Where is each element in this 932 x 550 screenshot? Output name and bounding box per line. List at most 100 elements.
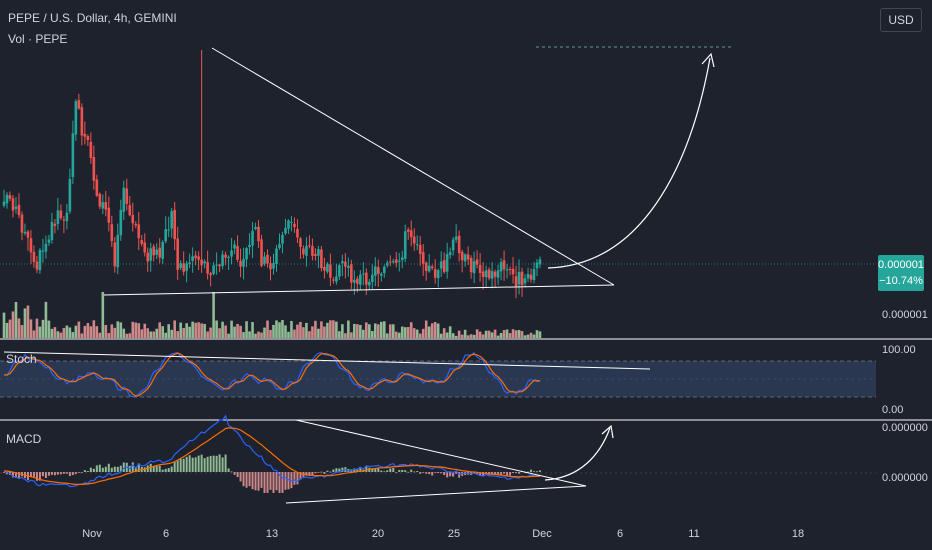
macd-histogram-bar bbox=[80, 472, 83, 473]
volume-bar bbox=[155, 328, 159, 338]
currency-button[interactable]: USD bbox=[880, 8, 922, 32]
volume-bar bbox=[137, 323, 141, 338]
volume-bar bbox=[359, 324, 362, 338]
x-axis-tick: 13 bbox=[266, 528, 278, 540]
volume-bar bbox=[89, 326, 93, 338]
volume-bar bbox=[412, 328, 416, 338]
candle-body bbox=[379, 273, 383, 276]
candle-body bbox=[311, 246, 314, 256]
macd-histogram-bar bbox=[323, 472, 326, 474]
macd-histogram-bar bbox=[11, 472, 14, 478]
candle-body bbox=[499, 262, 503, 272]
candle-body bbox=[391, 261, 395, 263]
macd-histogram-bar bbox=[299, 472, 302, 480]
volume-bar bbox=[475, 329, 479, 338]
volume-bar bbox=[113, 327, 117, 338]
macd-histogram-bar bbox=[218, 454, 221, 472]
volume-bar bbox=[116, 321, 120, 338]
candle-body bbox=[248, 244, 251, 248]
symbol-title: PEPE / U.S. Dollar, 4h, GEMINI bbox=[8, 11, 177, 25]
volume-bar bbox=[451, 333, 455, 338]
volume-bar bbox=[538, 331, 542, 338]
volume-bar bbox=[215, 320, 218, 338]
candle-body bbox=[412, 236, 416, 244]
candle-body bbox=[377, 267, 380, 274]
volume-bar bbox=[299, 321, 302, 338]
volume-bar bbox=[436, 323, 440, 338]
macd-histogram-bar bbox=[170, 466, 173, 472]
macd-histogram-bar bbox=[293, 472, 296, 485]
volume-bar bbox=[320, 321, 323, 338]
volume-bar bbox=[56, 331, 60, 338]
volume-bar bbox=[433, 322, 437, 338]
macd-histogram-bar bbox=[263, 472, 266, 494]
volume-bar bbox=[284, 325, 287, 338]
macd-histogram-bar bbox=[509, 472, 512, 476]
candle-body bbox=[430, 266, 434, 269]
candle-body bbox=[149, 248, 153, 261]
volume-bar bbox=[403, 327, 407, 338]
candle-body bbox=[469, 257, 473, 273]
candle-body bbox=[365, 272, 368, 285]
macd-histogram-bar bbox=[209, 455, 212, 472]
volume-bar bbox=[62, 328, 66, 338]
macd-histogram-bar bbox=[416, 471, 419, 472]
volume-bar bbox=[209, 327, 212, 338]
candle-body bbox=[140, 240, 144, 244]
macd-histogram-bar bbox=[314, 472, 317, 474]
candle-body bbox=[23, 231, 27, 234]
candle-body bbox=[463, 254, 467, 262]
candle-body bbox=[314, 254, 317, 256]
volume-bar bbox=[53, 327, 57, 338]
volume-bar bbox=[347, 320, 350, 338]
volume-bar bbox=[523, 335, 527, 338]
candle-body bbox=[532, 269, 536, 281]
volume-bar bbox=[38, 326, 42, 338]
volume-bar bbox=[182, 328, 185, 338]
volume-bar bbox=[308, 331, 311, 338]
volume-bar bbox=[269, 329, 272, 338]
macd-arrow-curve bbox=[544, 427, 611, 481]
volume-bar bbox=[317, 328, 320, 338]
candle-body bbox=[68, 178, 72, 212]
volume-bar bbox=[29, 319, 33, 338]
macd-histogram-bar bbox=[119, 465, 122, 472]
candle-body bbox=[347, 265, 350, 268]
volume-bar bbox=[5, 322, 9, 338]
volume-bar bbox=[511, 329, 515, 338]
volume-bar bbox=[134, 322, 138, 338]
candle-body bbox=[32, 251, 36, 262]
macd-histogram-bar bbox=[152, 466, 155, 472]
macd-histogram-bar bbox=[422, 472, 425, 473]
candle-body bbox=[77, 100, 81, 109]
volume-bar bbox=[287, 331, 290, 338]
candle-body bbox=[317, 249, 320, 256]
candle-body bbox=[448, 252, 452, 255]
volume-bar bbox=[275, 320, 278, 338]
volume-bar bbox=[391, 324, 395, 338]
macd-histogram-bar bbox=[479, 472, 482, 476]
macd-histogram-bar bbox=[83, 470, 86, 472]
macd-histogram-bar bbox=[431, 472, 434, 476]
candle-body bbox=[266, 254, 269, 264]
candle-body bbox=[62, 219, 66, 221]
volume-bar bbox=[278, 322, 281, 338]
volume-bar bbox=[302, 327, 305, 338]
macd-histogram-bar bbox=[410, 469, 413, 472]
macd-histogram-bar bbox=[143, 467, 146, 472]
macd-trendline-upper bbox=[295, 419, 587, 487]
volume-bar bbox=[371, 331, 374, 338]
macd-histogram-bar bbox=[305, 472, 308, 476]
macd-histogram-bar bbox=[401, 469, 404, 472]
candle-body bbox=[323, 266, 326, 271]
candle-body bbox=[17, 204, 21, 215]
candle-body bbox=[374, 266, 377, 276]
macd-histogram-bar bbox=[500, 472, 503, 476]
volume-bar bbox=[329, 320, 332, 338]
macd-histogram-bar bbox=[296, 472, 299, 485]
volume-bar bbox=[32, 330, 36, 338]
candle-body bbox=[107, 207, 111, 223]
macd-histogram-bar bbox=[35, 472, 38, 481]
price-axis-label: 0.000001 bbox=[882, 309, 928, 321]
